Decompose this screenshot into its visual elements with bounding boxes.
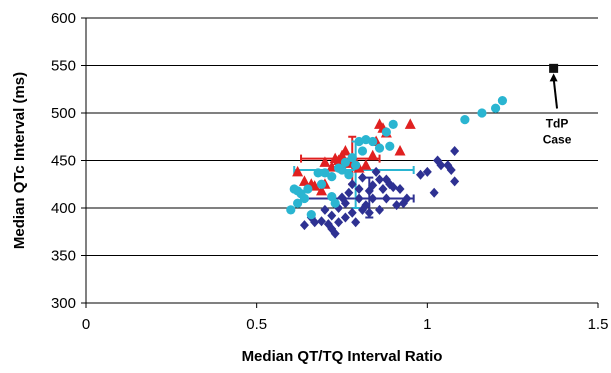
data-point-diamond	[347, 179, 357, 190]
data-point-circle	[381, 127, 391, 137]
x-tick-label: 1.5	[588, 316, 609, 333]
data-point-diamond	[351, 217, 361, 228]
y-tick-label: 500	[51, 105, 76, 122]
y-axis-title: Median QTc Interval (ms)	[11, 72, 28, 249]
data-point-circle	[337, 165, 347, 175]
data-point-diamond	[436, 160, 446, 171]
data-point-triangle	[360, 159, 372, 170]
data-point-diamond	[327, 210, 337, 221]
data-point-circle	[330, 198, 340, 208]
data-point-triangle	[292, 165, 304, 177]
data-point-triangle	[319, 156, 331, 167]
data-point-diamond	[299, 220, 309, 231]
data-point-circle	[351, 160, 361, 170]
data-point-circle	[368, 136, 378, 147]
data-point-circle	[340, 157, 351, 167]
data-point-diamond	[340, 212, 350, 223]
y-tick-label: 600	[51, 10, 76, 27]
data-point-triangle	[404, 118, 416, 129]
data-point-circle	[327, 172, 337, 182]
data-point-diamond	[330, 228, 340, 239]
data-point-diamond	[378, 184, 388, 194]
data-point-circle	[385, 141, 395, 151]
data-point-circle	[313, 168, 323, 178]
data-point-triangle	[339, 145, 351, 156]
data-point-diamond	[450, 146, 460, 156]
x-tick-label: 1	[423, 316, 431, 333]
data-point-diamond	[320, 204, 330, 215]
data-point-circle	[316, 179, 327, 189]
x-axis-ticks: 0 0.5 1 1.5	[82, 303, 609, 333]
data-point-diamond	[395, 184, 405, 194]
data-point-circle	[286, 205, 296, 215]
data-point-circle	[303, 184, 313, 194]
y-tick-label: 300	[51, 295, 76, 312]
data-point-circle	[497, 96, 508, 106]
data-point-diamond	[450, 176, 460, 187]
data-point-circle	[293, 198, 303, 208]
data-point-diamond	[364, 207, 374, 218]
data-point-diamond	[371, 166, 381, 177]
data-point-diamond	[422, 166, 432, 177]
annotations: TdP Case	[543, 73, 572, 147]
data-point-triangle	[367, 149, 379, 161]
y-tick-label: 550	[51, 58, 76, 75]
x-axis-title: Median QT/TQ Interval Ratio	[242, 348, 443, 365]
data-point-square	[549, 63, 559, 73]
annotation-label: TdP	[546, 117, 569, 131]
data-point-diamond	[317, 216, 327, 227]
data-point-circle	[477, 108, 487, 118]
data-point-triangle	[298, 175, 310, 186]
data-point-circle	[374, 143, 385, 153]
data-point-circle	[320, 168, 330, 178]
y-tick-label: 450	[51, 153, 76, 170]
data-point-circle	[460, 115, 470, 125]
data-point-diamond	[429, 187, 439, 198]
data-point-circle	[299, 193, 310, 204]
data-point-diamond	[416, 169, 426, 180]
data-point-diamond	[354, 184, 364, 194]
data-point-diamond	[368, 193, 378, 204]
data-point-circle	[344, 170, 354, 180]
data-point-diamond	[361, 200, 371, 211]
data-point-circle	[306, 210, 316, 220]
data-point-diamond	[375, 174, 385, 185]
data-point-diamond	[446, 165, 456, 175]
data-points	[286, 63, 559, 239]
data-point-diamond	[344, 187, 354, 198]
y-tick-label: 400	[51, 200, 76, 217]
data-point-diamond	[357, 172, 367, 183]
data-point-diamond	[402, 193, 412, 204]
data-point-diamond	[388, 182, 398, 193]
data-point-circle	[347, 153, 357, 163]
annotation-label: Case	[543, 133, 572, 147]
y-tick-label: 350	[51, 248, 76, 265]
data-point-diamond	[368, 180, 378, 191]
annotation-arrow-line	[552, 78, 559, 109]
x-tick-label: 0.5	[246, 316, 267, 333]
data-point-diamond	[310, 217, 320, 228]
annotation-arrow-head	[549, 73, 558, 82]
data-point-diamond	[347, 207, 357, 218]
data-point-triangle	[316, 184, 328, 196]
data-point-diamond	[392, 200, 402, 211]
data-point-triangle	[394, 145, 406, 156]
data-point-diamond	[334, 217, 344, 228]
y-axis-ticks: 300 350 400 450 500 550 600	[51, 10, 86, 312]
data-point-diamond	[354, 193, 364, 204]
data-point-circle	[491, 103, 501, 113]
data-point-diamond	[381, 193, 391, 204]
x-tick-label: 0	[82, 316, 90, 333]
data-point-circle	[357, 146, 368, 156]
gridlines	[86, 17, 598, 256]
data-point-circle	[388, 119, 398, 129]
data-point-diamond	[340, 198, 350, 209]
data-point-diamond	[375, 204, 385, 215]
